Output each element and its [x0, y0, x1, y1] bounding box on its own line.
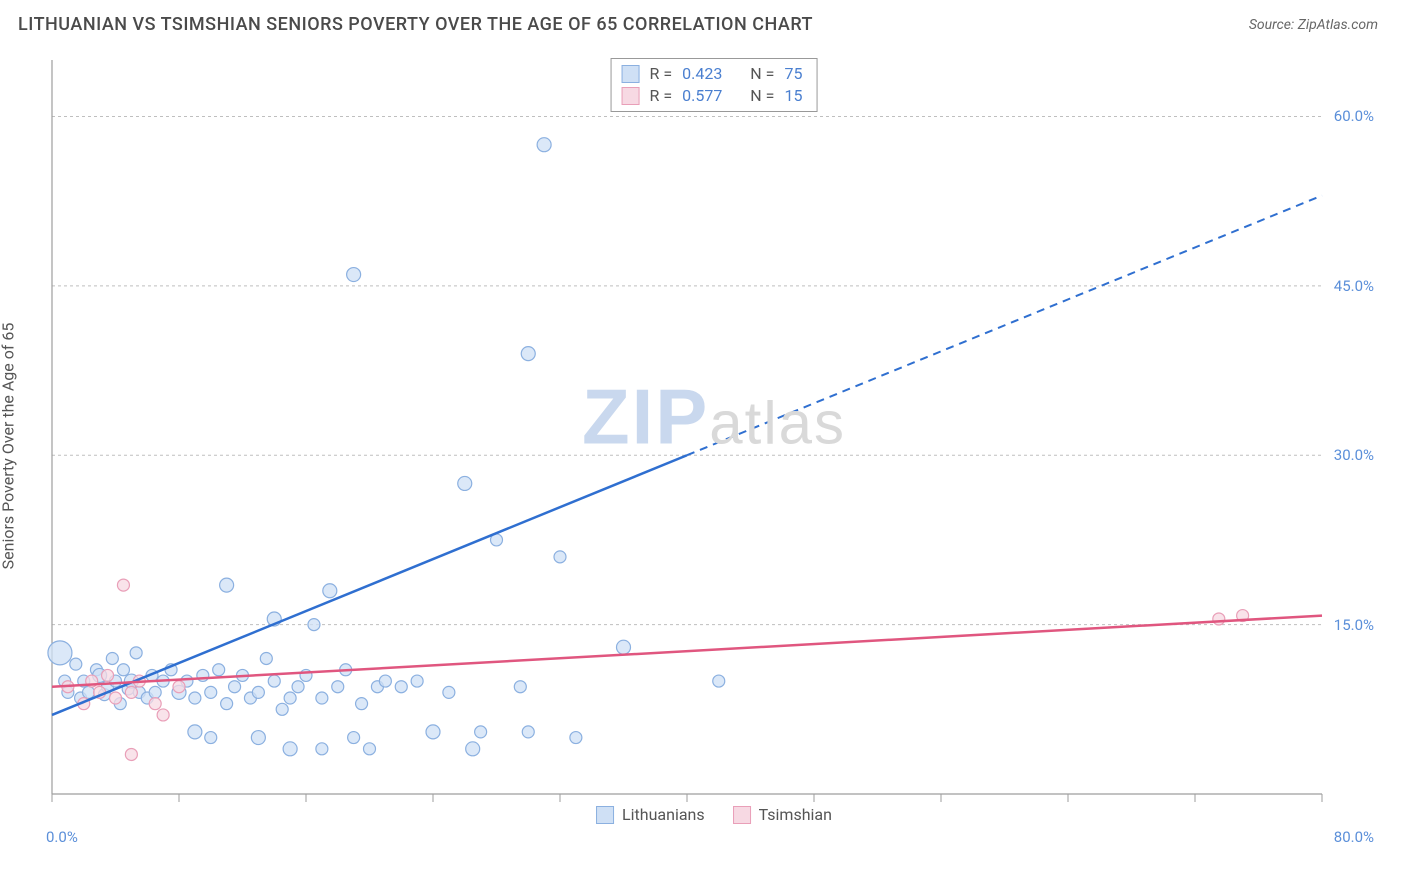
swatch-tsimshian — [733, 806, 751, 824]
y-tick-label: 60.0% — [1334, 107, 1374, 125]
chart-svg — [46, 54, 1382, 844]
legend-row-lithuanians: R = 0.423 N = 75 — [622, 63, 803, 85]
y-axis-label: Seniors Poverty Over the Age of 65 — [0, 323, 18, 570]
swatch-lithuanians — [622, 65, 640, 83]
legend-item-lithuanians: Lithuanians — [596, 805, 705, 824]
legend-series: Lithuanians Tsimshian — [596, 805, 832, 824]
chart-header: LITHUANIAN VS TSIMSHIAN SENIORS POVERTY … — [0, 0, 1406, 45]
swatch-tsimshian — [622, 87, 640, 105]
legend-row-tsimshian: R = 0.577 N = 15 — [622, 85, 803, 107]
plot-area: ZIPatlas R = 0.423 N = 75 R = 0.577 N = … — [46, 54, 1382, 844]
x-axis-min: 0.0% — [46, 828, 78, 846]
legend-item-tsimshian: Tsimshian — [733, 805, 832, 824]
y-tick-label: 45.0% — [1334, 277, 1374, 295]
x-axis-max: 80.0% — [1334, 828, 1374, 846]
swatch-lithuanians — [596, 806, 614, 824]
chart-title: LITHUANIAN VS TSIMSHIAN SENIORS POVERTY … — [18, 14, 813, 35]
legend-correlation: R = 0.423 N = 75 R = 0.577 N = 15 — [611, 58, 818, 112]
source-label: Source: ZipAtlas.com — [1249, 17, 1378, 33]
y-tick-label: 15.0% — [1334, 616, 1374, 634]
y-tick-label: 30.0% — [1334, 446, 1374, 464]
